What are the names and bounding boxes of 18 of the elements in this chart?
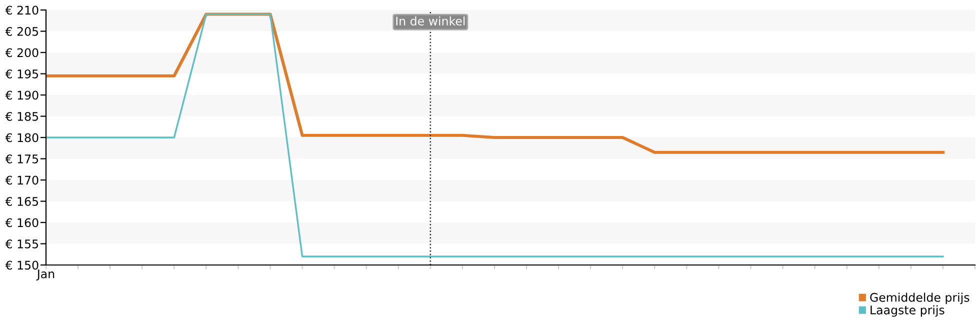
y-tick-label: € 195 [5, 69, 38, 78]
y-tick-label: € 150 [5, 260, 38, 270]
y-tick-label: € 180 [5, 133, 38, 142]
y-tick-label: € 200 [5, 48, 38, 58]
legend-label: Gemiddelde prijs [870, 292, 970, 304]
y-tick-label: € 205 [5, 26, 38, 36]
y-tick-label: € 170 [5, 176, 38, 185]
x-tick-label: Jan [36, 270, 54, 280]
y-tick-label: € 165 [5, 196, 38, 206]
y-tick-label: € 185 [5, 112, 38, 121]
annotation: In de winkel [396, 16, 465, 26]
legend-label: Laagste prijs [870, 305, 944, 317]
y-tick-label: € 160 [5, 218, 38, 228]
y-tick-label: € 210 [5, 6, 38, 15]
y-tick-label: € 155 [5, 239, 38, 248]
y-tick-label: € 190 [5, 90, 38, 100]
line-series [46, 12, 944, 154]
y-tick-label: € 175 [5, 154, 38, 164]
